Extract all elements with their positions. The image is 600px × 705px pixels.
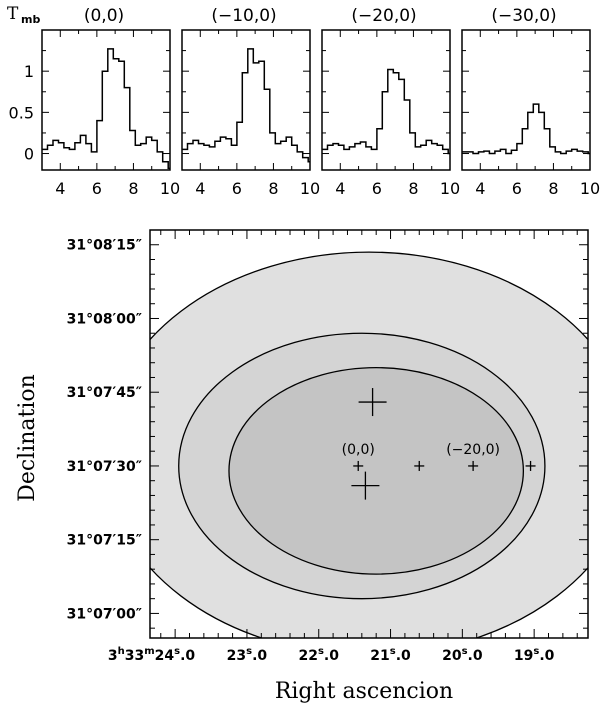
ra-part: 20 <box>442 648 462 664</box>
position-marker <box>468 460 479 471</box>
spectrum-panel-1: 4 6 8 10 (−10,0) <box>181 6 320 198</box>
y-axis-label: T <box>7 4 19 24</box>
ra-frac: .0 <box>324 648 339 664</box>
ra-tick-label: 19s.0 <box>514 646 555 664</box>
spectrum-panel-2: 4 6 8 10 (−20,0) <box>321 6 460 198</box>
y-axis-label-sub: mb <box>21 13 40 26</box>
y-tick-label: 0.5 <box>9 103 34 122</box>
y-tick-label: 1 <box>24 62 34 81</box>
x-tick-label: 4 <box>475 179 485 198</box>
ra-frac: .0 <box>468 648 483 664</box>
panel-title: (0,0) <box>84 6 124 26</box>
spectrum-panel-3: 4 6 8 10 (−30,0) <box>461 6 600 198</box>
ra-tick-label: 21s.0 <box>370 646 411 664</box>
map-frame <box>149 229 589 639</box>
x-tick-label: 10 <box>160 179 180 198</box>
panel-frame <box>321 29 451 171</box>
ellipse-inner <box>228 366 525 575</box>
y-tick-label: 0 <box>24 145 34 164</box>
x-tick-label: 8 <box>548 179 558 198</box>
x-tick-label: 6 <box>512 179 522 198</box>
ra-part: 24 <box>155 648 175 664</box>
spectrum-line <box>42 48 170 170</box>
position-marker <box>414 460 425 471</box>
ra-part: 19 <box>514 648 533 664</box>
ra-frac: .0 <box>180 648 195 664</box>
x-tick-label: 8 <box>268 179 278 198</box>
spectrum-panel-0: 4 6 8 10 0 0.5 1 T mb (0,0) <box>7 4 180 198</box>
position-marker <box>353 460 364 471</box>
position-marker <box>358 388 387 417</box>
spectrum-line <box>182 48 310 163</box>
panel-frame <box>461 29 591 171</box>
ra-sup: s <box>174 646 180 657</box>
x-tick-label: 4 <box>195 179 205 198</box>
ra-part: 22 <box>298 648 317 664</box>
ra-frac: .0 <box>252 648 267 664</box>
spectrum-line <box>462 103 590 155</box>
dec-tick-label: 31°07′00″ <box>67 606 142 622</box>
position-marker <box>525 460 536 471</box>
ra-frac: .0 <box>396 648 411 664</box>
ra-part: 23 <box>227 648 246 664</box>
spectra-panels: 4 6 8 10 0 0.5 1 T mb (0,0) 4 6 8 10 (−10,0) 4 6 8 10 (−20,… <box>7 4 600 198</box>
panel-frame <box>41 29 171 171</box>
dec-tick-label: 31°07′45″ <box>67 385 142 401</box>
ra-part: 21 <box>370 648 389 664</box>
position-label: (0,0) <box>342 442 375 458</box>
x-tick-label: 10 <box>440 179 460 198</box>
panel-title: (−30,0) <box>491 6 556 26</box>
panel-frame <box>181 29 311 171</box>
ra-tick-label: 20s.0 <box>442 646 483 664</box>
ra-sup: m <box>144 646 154 657</box>
x-tick-label: 10 <box>300 179 320 198</box>
x-tick-label: 6 <box>232 179 242 198</box>
ra-sup: s <box>390 646 396 657</box>
x-tick-label: 6 <box>372 179 382 198</box>
ra-tick-label: 23s.0 <box>227 646 268 664</box>
position-label: (−20,0) <box>446 442 500 458</box>
x-tick-label: 4 <box>335 179 345 198</box>
x-tick-label: 8 <box>128 179 138 198</box>
spectrum-line <box>322 68 450 155</box>
dec-tick-label: 31°08′15″ <box>67 238 142 254</box>
x-tick-label: 4 <box>55 179 65 198</box>
dec-tick-label: 31°07′15″ <box>67 533 142 549</box>
x-tick-label: 8 <box>408 179 418 198</box>
position-map: 31°08′15″ 31°08′00″ 31°07′45″ 31°07′30″ 31°0… <box>15 229 589 704</box>
ra-sup: s <box>462 646 468 657</box>
ra-sup: s <box>318 646 324 657</box>
dec-tick-label: 31°07′30″ <box>67 459 142 475</box>
ra-part: 3 <box>108 648 118 664</box>
ra-tick-label: 3h33m24s.0 <box>108 646 196 664</box>
beam-ellipses <box>150 251 588 638</box>
panel-title: (−20,0) <box>351 6 416 26</box>
position-marker <box>351 471 380 500</box>
y-axis-label: Declination <box>15 374 40 502</box>
x-axis-label: Right ascencion <box>275 679 453 704</box>
panel-title: (−10,0) <box>211 6 276 26</box>
ra-frac: .0 <box>539 648 554 664</box>
dec-tick-label: 31°08′00″ <box>67 311 142 327</box>
x-tick-label: 6 <box>92 179 102 198</box>
ra-tick-label: 22s.0 <box>298 646 339 664</box>
ra-sup: s <box>246 646 252 657</box>
ra-part: 33 <box>125 648 144 664</box>
ra-sup: s <box>533 646 539 657</box>
x-tick-label: 10 <box>580 179 600 198</box>
ra-sup: h <box>118 646 125 657</box>
